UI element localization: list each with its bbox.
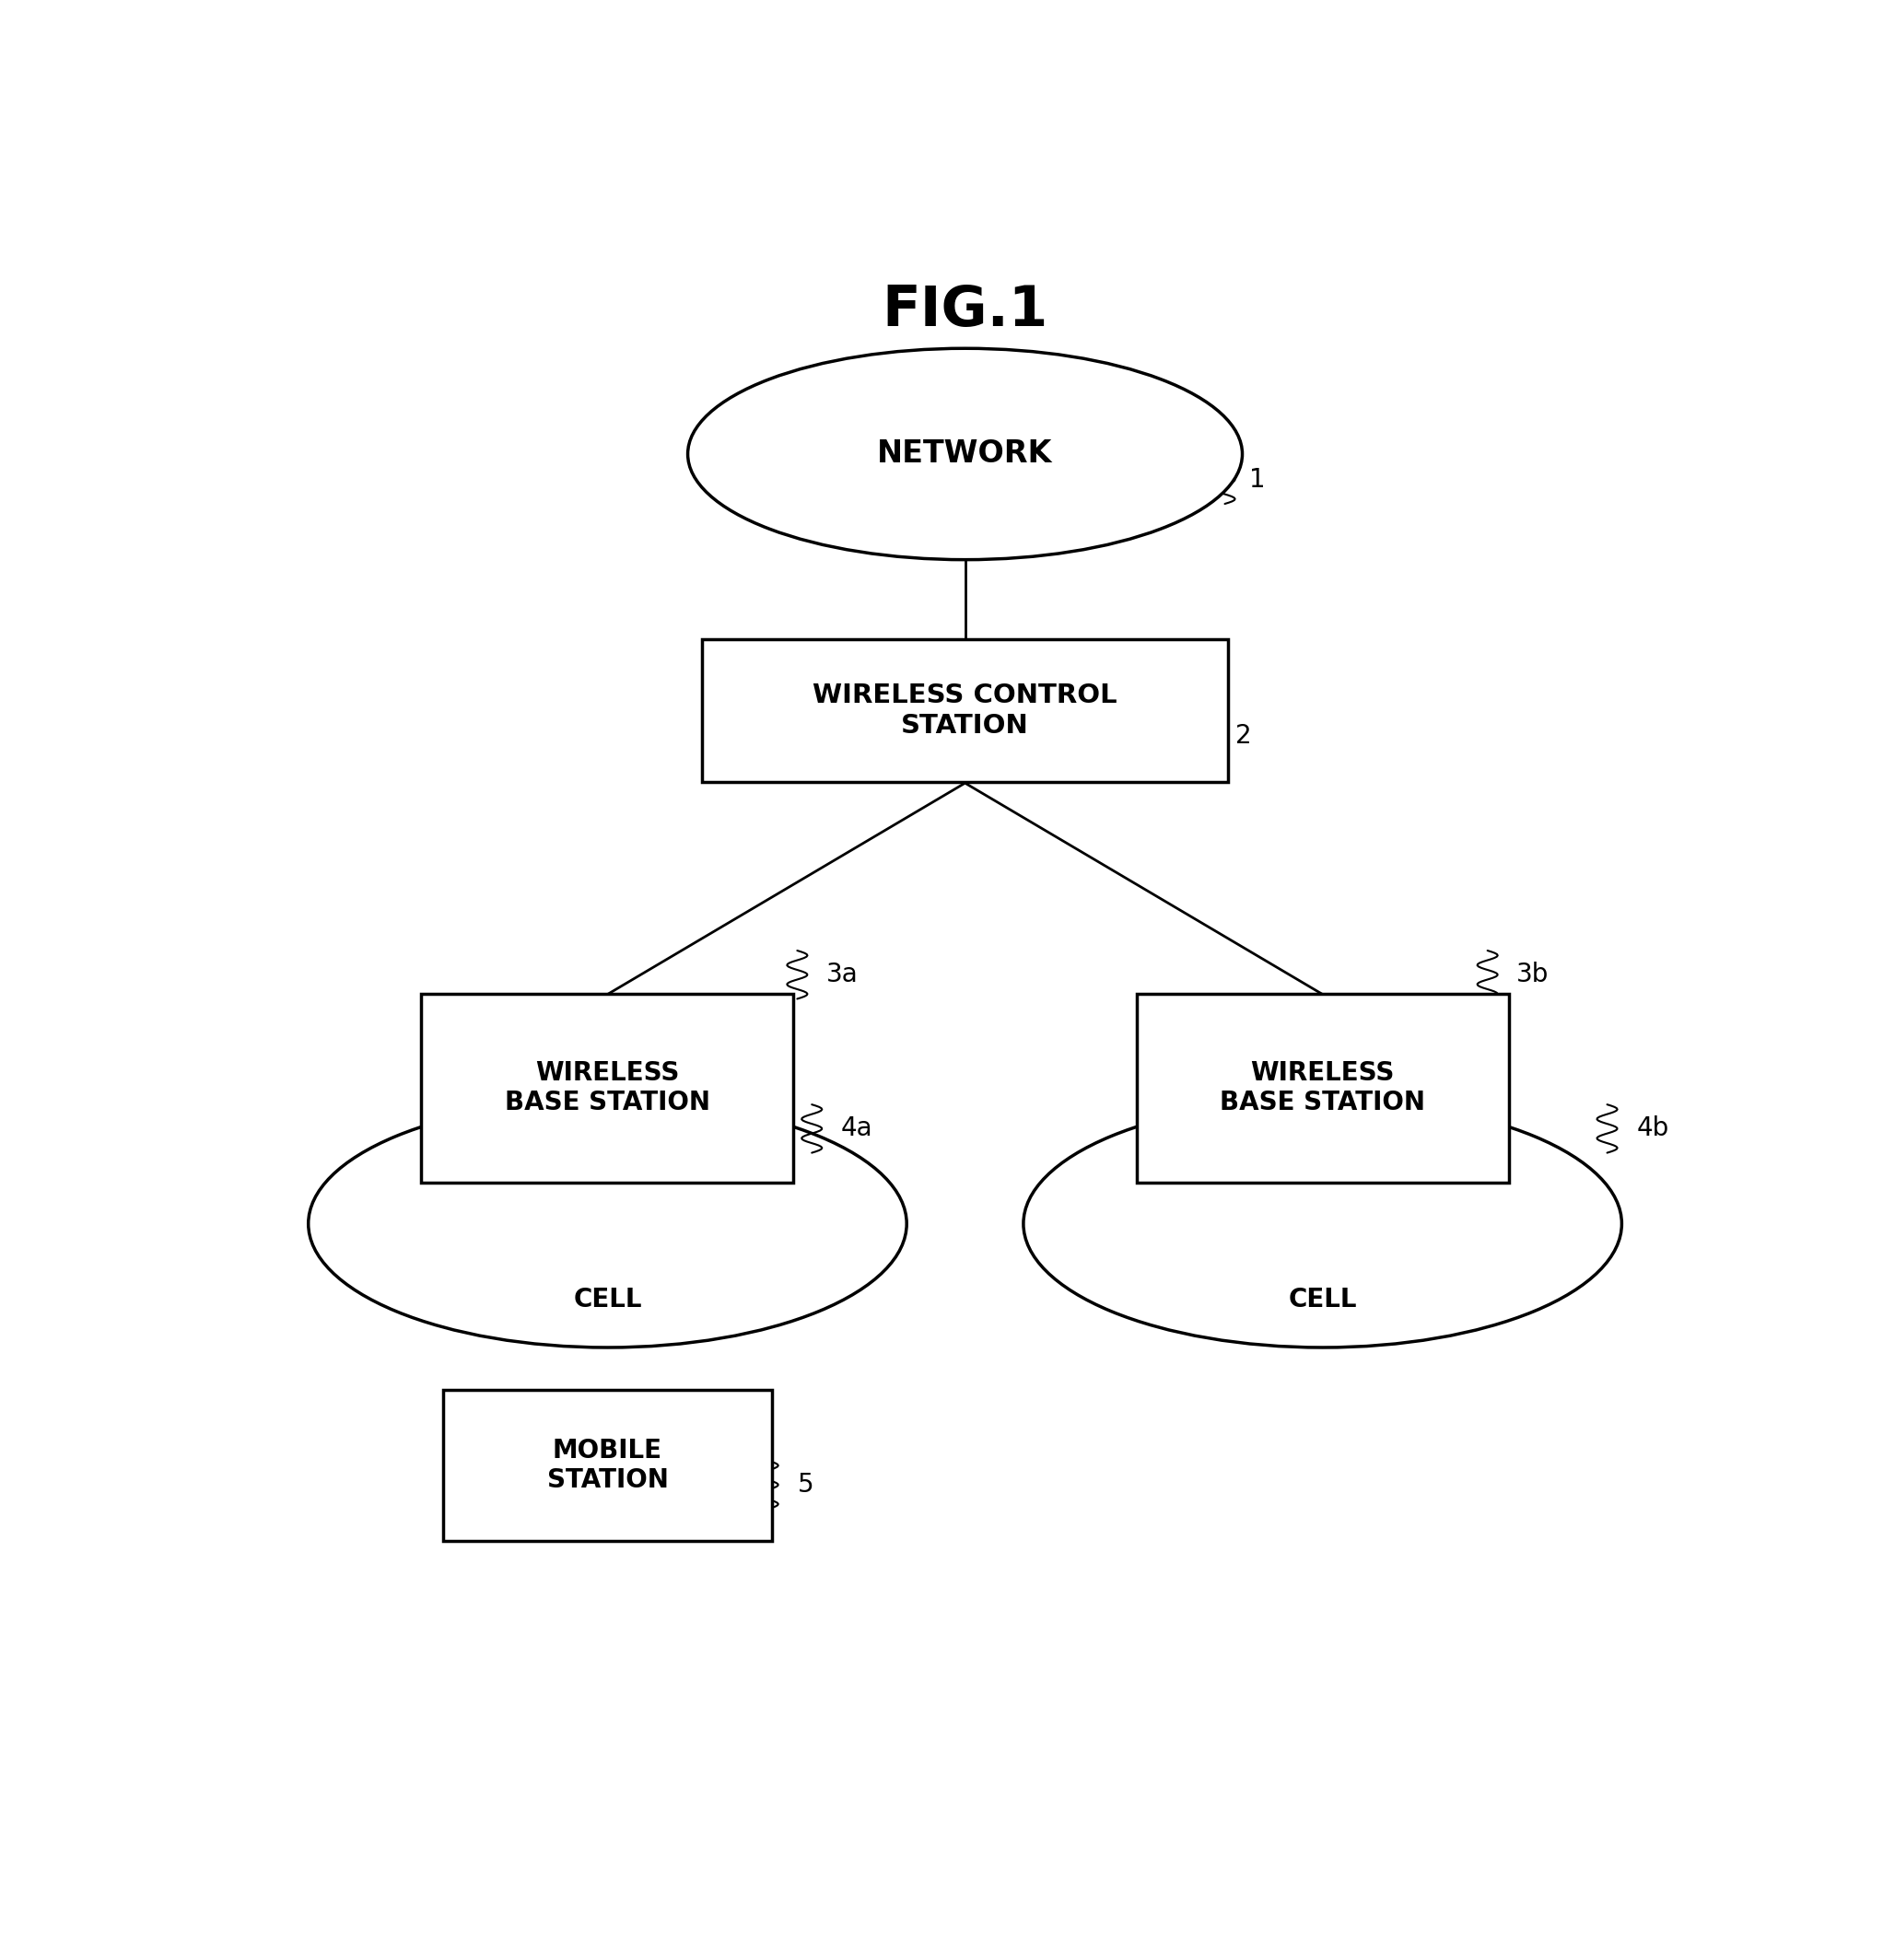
Text: 4a: 4a <box>842 1115 874 1141</box>
Text: CELL: CELL <box>1288 1286 1358 1311</box>
Text: FIG.1: FIG.1 <box>881 284 1049 337</box>
Text: NETWORK: NETWORK <box>877 439 1053 468</box>
FancyBboxPatch shape <box>702 639 1228 782</box>
Text: 3a: 3a <box>827 962 859 988</box>
FancyBboxPatch shape <box>443 1390 772 1541</box>
Ellipse shape <box>1024 1100 1621 1347</box>
Text: 2: 2 <box>1235 723 1250 749</box>
Text: WIRELESS
BASE STATION: WIRELESS BASE STATION <box>505 1060 710 1115</box>
Text: 3b: 3b <box>1516 962 1550 988</box>
Text: WIRELESS CONTROL
STATION: WIRELESS CONTROL STATION <box>813 682 1117 739</box>
Text: MOBILE
STATION: MOBILE STATION <box>546 1437 668 1494</box>
FancyBboxPatch shape <box>422 994 793 1182</box>
Ellipse shape <box>687 349 1243 561</box>
Text: WIRELESS
BASE STATION: WIRELESS BASE STATION <box>1220 1060 1425 1115</box>
FancyBboxPatch shape <box>1137 994 1508 1182</box>
Text: 1: 1 <box>1250 466 1265 492</box>
Text: 5: 5 <box>797 1472 813 1497</box>
Text: CELL: CELL <box>572 1286 642 1311</box>
Text: 4b: 4b <box>1636 1115 1668 1141</box>
Ellipse shape <box>309 1100 908 1347</box>
